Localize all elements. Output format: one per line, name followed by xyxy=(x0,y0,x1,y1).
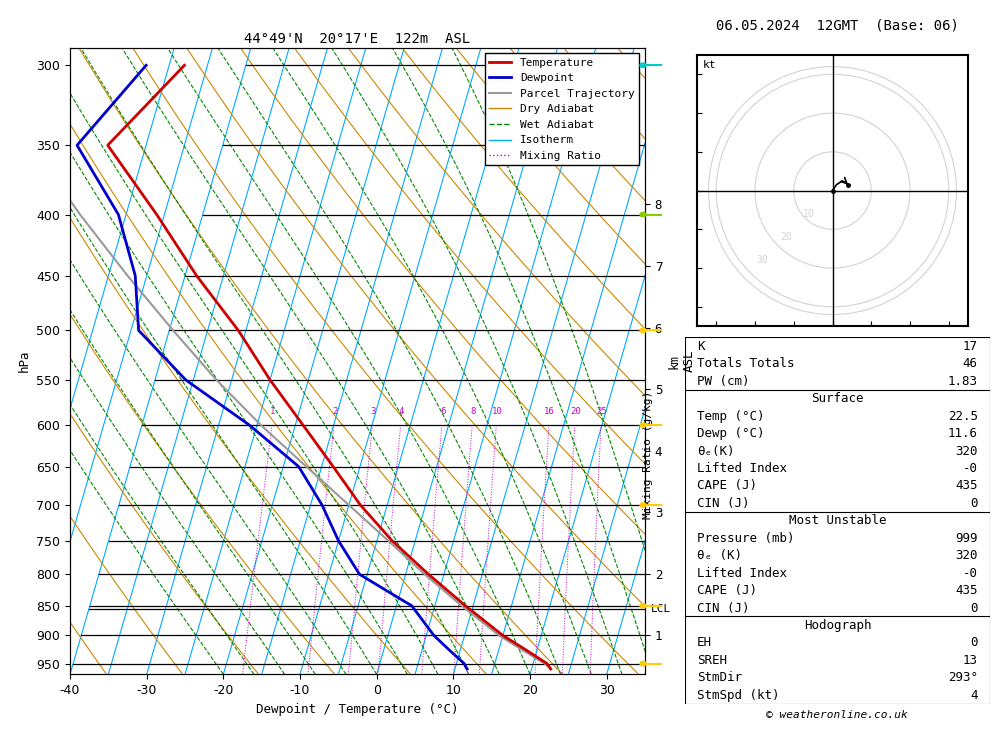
Text: -0: -0 xyxy=(963,462,978,475)
Text: 11.6: 11.6 xyxy=(948,427,978,440)
Text: 46: 46 xyxy=(963,357,978,370)
Text: Totals Totals: Totals Totals xyxy=(697,357,795,370)
Text: 1: 1 xyxy=(270,408,276,416)
Text: 25: 25 xyxy=(596,408,607,416)
Text: © weatheronline.co.uk: © weatheronline.co.uk xyxy=(766,710,908,720)
Text: 999: 999 xyxy=(955,531,978,545)
Text: Mixing Ratio (g/kg): Mixing Ratio (g/kg) xyxy=(643,391,653,518)
Text: StmSpd (kt): StmSpd (kt) xyxy=(697,689,780,701)
Text: 13: 13 xyxy=(963,654,978,667)
Text: -0: -0 xyxy=(963,567,978,580)
Text: EH: EH xyxy=(697,636,712,649)
Text: 293°: 293° xyxy=(948,671,978,685)
Text: 320: 320 xyxy=(955,549,978,562)
Text: LCL: LCL xyxy=(651,604,671,614)
Title: 44°49'N  20°17'E  122m  ASL: 44°49'N 20°17'E 122m ASL xyxy=(244,32,471,46)
Text: 22.5: 22.5 xyxy=(948,410,978,423)
Text: 20: 20 xyxy=(780,232,792,242)
Text: Lifted Index: Lifted Index xyxy=(697,567,787,580)
Text: Pressure (mb): Pressure (mb) xyxy=(697,531,795,545)
Text: 435: 435 xyxy=(955,584,978,597)
Text: CAPE (J): CAPE (J) xyxy=(697,584,757,597)
Text: kt: kt xyxy=(702,60,716,70)
Text: Dewp (°C): Dewp (°C) xyxy=(697,427,765,440)
Legend: Temperature, Dewpoint, Parcel Trajectory, Dry Adiabat, Wet Adiabat, Isotherm, Mi: Temperature, Dewpoint, Parcel Trajectory… xyxy=(485,54,639,166)
Text: SREH: SREH xyxy=(697,654,727,667)
Text: CIN (J): CIN (J) xyxy=(697,497,750,510)
Text: 0: 0 xyxy=(970,636,978,649)
Text: 4: 4 xyxy=(970,689,978,701)
X-axis label: Dewpoint / Temperature (°C): Dewpoint / Temperature (°C) xyxy=(256,703,459,715)
Text: 3: 3 xyxy=(371,408,376,416)
Text: Surface: Surface xyxy=(811,392,864,405)
Text: 30: 30 xyxy=(757,255,769,265)
Text: Temp (°C): Temp (°C) xyxy=(697,410,765,423)
Text: 320: 320 xyxy=(955,444,978,457)
Text: CAPE (J): CAPE (J) xyxy=(697,479,757,493)
Y-axis label: km
ASL: km ASL xyxy=(668,350,696,372)
Text: Most Unstable: Most Unstable xyxy=(789,515,886,527)
Text: θₑ(K): θₑ(K) xyxy=(697,444,735,457)
Text: StmDir: StmDir xyxy=(697,671,742,685)
Text: 20: 20 xyxy=(570,408,581,416)
Text: CIN (J): CIN (J) xyxy=(697,602,750,614)
Text: 6: 6 xyxy=(440,408,445,416)
Text: Lifted Index: Lifted Index xyxy=(697,462,787,475)
Text: θₑ (K): θₑ (K) xyxy=(697,549,742,562)
Text: K: K xyxy=(697,340,705,353)
Text: 0: 0 xyxy=(970,497,978,510)
Text: 1.83: 1.83 xyxy=(948,375,978,388)
Text: 8: 8 xyxy=(470,408,476,416)
Text: PW (cm): PW (cm) xyxy=(697,375,750,388)
Text: 10: 10 xyxy=(492,408,502,416)
Text: 2: 2 xyxy=(332,408,338,416)
Text: 0: 0 xyxy=(970,602,978,614)
Text: 435: 435 xyxy=(955,479,978,493)
Text: 06.05.2024  12GMT  (Base: 06): 06.05.2024 12GMT (Base: 06) xyxy=(716,18,958,32)
Text: 4: 4 xyxy=(399,408,404,416)
Text: 16: 16 xyxy=(544,408,555,416)
Y-axis label: hPa: hPa xyxy=(18,350,31,372)
Text: Hodograph: Hodograph xyxy=(804,619,871,632)
Text: 17: 17 xyxy=(963,340,978,353)
Text: 10: 10 xyxy=(803,209,815,219)
